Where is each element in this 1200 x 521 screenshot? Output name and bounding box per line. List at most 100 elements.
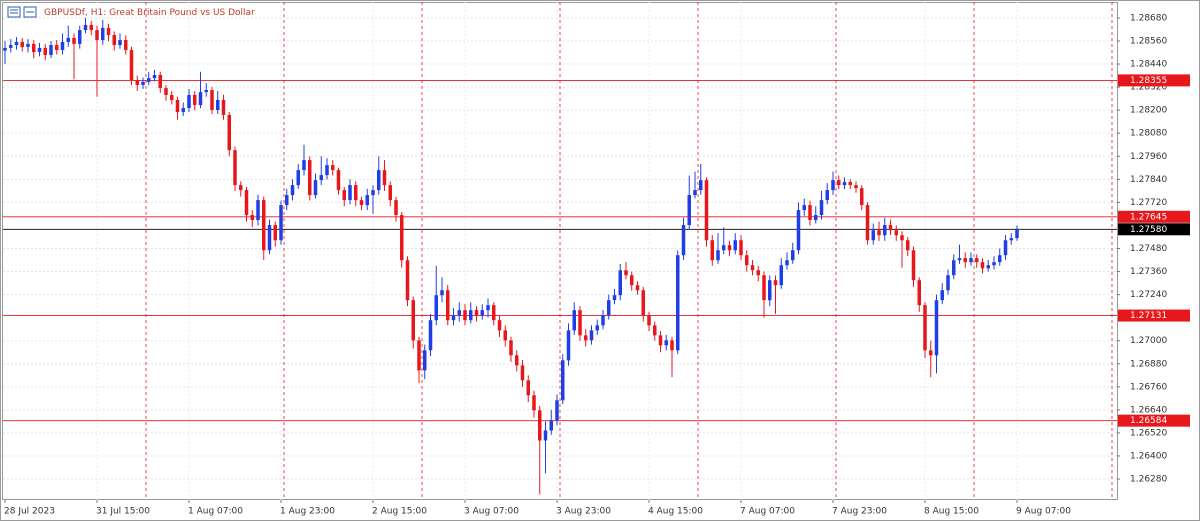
icon-box bbox=[7, 6, 21, 18]
y-tick-label: 1.28440 bbox=[1130, 60, 1167, 70]
candle-body bbox=[618, 270, 622, 296]
candle-body bbox=[934, 300, 939, 356]
x-tick-label: 4 Aug 15:00 bbox=[648, 507, 703, 517]
candle-body bbox=[325, 165, 329, 176]
x-tick-label: 28 Jul 2023 bbox=[4, 507, 55, 517]
candle-body bbox=[204, 89, 208, 93]
y-tick-label: 1.26280 bbox=[1130, 475, 1167, 485]
candle-body bbox=[578, 310, 582, 336]
candle-body bbox=[750, 265, 755, 271]
candle-body bbox=[296, 170, 300, 186]
candle-body bbox=[308, 160, 312, 196]
candle-body bbox=[267, 225, 272, 251]
candle-body bbox=[60, 41, 65, 51]
candle-body bbox=[733, 240, 737, 251]
candle-body bbox=[877, 230, 881, 236]
candle-body bbox=[831, 180, 835, 191]
candle-body bbox=[239, 185, 243, 191]
candle-body bbox=[515, 355, 519, 366]
candle-body bbox=[676, 255, 680, 351]
candle-body bbox=[589, 330, 594, 341]
candle-body bbox=[647, 315, 651, 326]
candle-body bbox=[900, 235, 904, 241]
candle-body bbox=[474, 310, 479, 316]
y-tick-label: 1.27960 bbox=[1130, 152, 1167, 162]
candle-body bbox=[888, 225, 893, 231]
candle-body bbox=[451, 315, 456, 321]
candle-body bbox=[290, 185, 295, 196]
candle-body bbox=[520, 365, 525, 381]
y-tick-label: 1.26760 bbox=[1130, 382, 1167, 392]
level-label: 1.27580 bbox=[1130, 225, 1167, 235]
levels bbox=[3, 79, 1117, 422]
candle-body bbox=[135, 80, 139, 85]
candle-body bbox=[492, 305, 496, 321]
candle-body bbox=[244, 190, 249, 216]
candle-body bbox=[95, 30, 99, 41]
y-tick-label: 1.27240 bbox=[1130, 290, 1167, 300]
candle-body bbox=[630, 275, 634, 286]
candle-body bbox=[262, 200, 266, 251]
candle-body bbox=[118, 40, 122, 46]
candle-body bbox=[319, 175, 323, 181]
candle-body bbox=[170, 94, 174, 100]
candle-body bbox=[957, 258, 962, 261]
candle-body bbox=[785, 260, 789, 266]
candle-body bbox=[762, 275, 766, 301]
candle-body bbox=[681, 225, 686, 256]
candle-body bbox=[440, 290, 444, 296]
candle-body bbox=[566, 330, 571, 361]
y-tick-label: 1.27480 bbox=[1130, 244, 1167, 254]
candle-body bbox=[359, 200, 364, 206]
candle-body bbox=[779, 265, 783, 286]
candle-body bbox=[20, 41, 24, 47]
candle-body bbox=[66, 37, 70, 42]
level-label-box bbox=[1118, 414, 1190, 427]
y-tick-label: 1.27000 bbox=[1130, 336, 1167, 346]
candle-body bbox=[532, 395, 536, 411]
candle-body bbox=[923, 305, 927, 351]
level-label-box bbox=[1118, 223, 1190, 236]
candle-body bbox=[365, 195, 369, 206]
candle-body bbox=[883, 225, 887, 236]
candle-body bbox=[279, 205, 283, 241]
candle-body bbox=[584, 335, 588, 341]
candle-body bbox=[503, 330, 507, 341]
candle-body bbox=[9, 45, 13, 48]
candle-body bbox=[704, 180, 709, 241]
candle-body bbox=[658, 335, 663, 346]
candle-body bbox=[555, 400, 559, 421]
candle-body bbox=[952, 260, 956, 276]
candle-body bbox=[382, 170, 387, 186]
candle-body bbox=[509, 340, 513, 356]
candle-body bbox=[549, 420, 553, 431]
candle-body bbox=[607, 300, 611, 316]
y-tick-label: 1.27360 bbox=[1130, 267, 1167, 277]
candle-body bbox=[411, 300, 415, 341]
candle-body bbox=[55, 45, 59, 51]
candle-body bbox=[1003, 240, 1008, 256]
period-separators bbox=[145, 2, 1113, 500]
x-tick-label: 2 Aug 15:00 bbox=[372, 507, 427, 517]
y-tick-label: 1.27840 bbox=[1130, 175, 1167, 185]
x-tick-label: 1 Aug 23:00 bbox=[280, 507, 335, 517]
candle-body bbox=[106, 27, 111, 36]
level-label-box bbox=[1118, 309, 1190, 322]
y-tick-label: 1.28680 bbox=[1130, 13, 1167, 23]
candle-body bbox=[405, 260, 410, 301]
candle-body bbox=[256, 200, 260, 221]
candle-body bbox=[124, 40, 128, 51]
candle-body bbox=[624, 270, 628, 276]
x-tick-label: 3 Aug 23:00 bbox=[556, 507, 611, 517]
candle-body bbox=[101, 27, 105, 41]
candle-body bbox=[561, 360, 565, 401]
candle-body bbox=[595, 325, 599, 331]
level-label: 1.27645 bbox=[1130, 212, 1167, 222]
candle-body bbox=[181, 108, 185, 113]
candle-body bbox=[854, 185, 858, 189]
candle-body bbox=[428, 320, 433, 351]
y-tick-label: 1.26400 bbox=[1130, 452, 1167, 462]
y-tick-label: 1.26520 bbox=[1130, 428, 1167, 438]
